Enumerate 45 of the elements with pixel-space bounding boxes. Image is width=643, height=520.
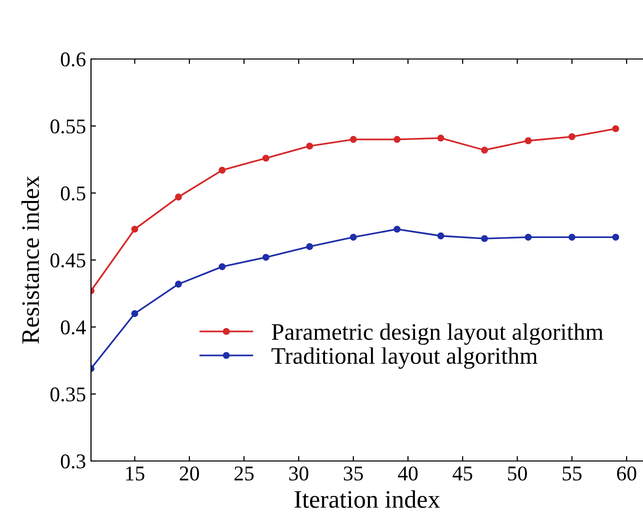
y-tick-label: 0.6 — [60, 52, 86, 67]
x-tick-label: 25 — [234, 466, 254, 481]
point — [524, 234, 532, 241]
x-tick-label: 35 — [344, 466, 363, 481]
x-tick-label: 55 — [562, 466, 582, 481]
point — [481, 235, 488, 242]
point — [394, 136, 401, 143]
y-tick-label: 0.35 — [50, 387, 86, 402]
x-axis-title: Iteration index — [294, 490, 440, 508]
y-axis-title: Resistance index — [21, 176, 40, 344]
point — [174, 280, 182, 288]
point — [218, 166, 226, 174]
point — [218, 263, 226, 270]
x-tick-label: 20 — [180, 466, 199, 481]
point — [306, 243, 314, 250]
point — [350, 136, 357, 143]
x-tick-label: 45 — [452, 466, 472, 481]
point — [174, 194, 182, 200]
y-tick-label: 0.3 — [60, 454, 86, 469]
point — [262, 254, 270, 261]
point — [481, 146, 488, 154]
point — [568, 234, 576, 241]
point — [437, 232, 444, 240]
point — [612, 125, 620, 132]
x-tick-label: 50 — [508, 466, 527, 481]
point — [394, 226, 401, 233]
x-tick-label: 40 — [398, 466, 418, 481]
x-tick-label: 15 — [126, 466, 144, 481]
y-tick-label: 0.45 — [50, 253, 86, 268]
y-tick-label: 0.55 — [50, 119, 86, 134]
y-tick-label: 0.4 — [60, 320, 86, 335]
point — [612, 234, 620, 241]
point — [262, 154, 270, 162]
point — [306, 142, 314, 150]
legend-label: Parametric design layout algorithm — [272, 323, 604, 345]
point — [131, 310, 138, 318]
point — [568, 133, 576, 140]
legend-label: Traditional layout algorithm — [272, 347, 538, 369]
y-tick-label: 0.5 — [60, 186, 86, 201]
x-tick-label: 30 — [289, 466, 308, 481]
point — [131, 226, 138, 233]
point — [524, 137, 532, 144]
point — [437, 134, 444, 142]
point — [350, 234, 357, 241]
x-tick-label: 60 — [617, 466, 636, 481]
